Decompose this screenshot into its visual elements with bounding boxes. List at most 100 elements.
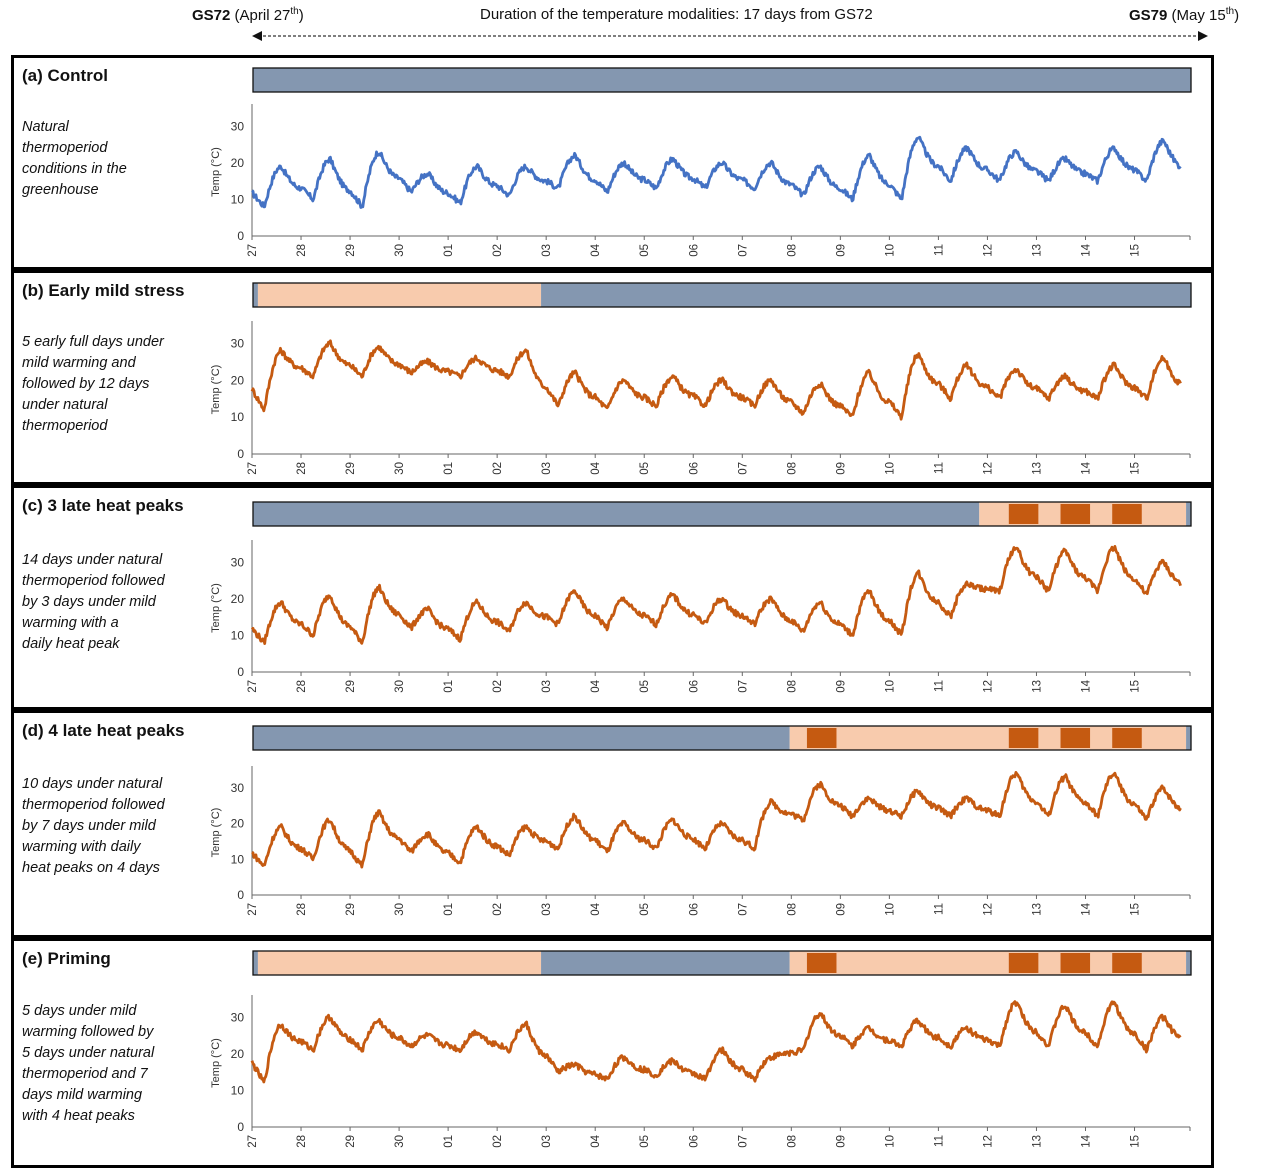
x-tick-label: 09 (835, 680, 847, 693)
schedule-segment-heat-peak (806, 953, 837, 973)
x-tick-label: 13 (1031, 680, 1043, 693)
description-line: thermoperiod and 7 (22, 1066, 148, 1082)
schedule-bar-border (252, 501, 1192, 527)
schedule-segment-heat-peak (1008, 728, 1039, 748)
x-tick-label: 12 (982, 244, 994, 257)
x-tick-label: 27 (247, 680, 259, 693)
end-stage-close: ) (1234, 7, 1240, 24)
x-tick-label: 29 (345, 1135, 357, 1148)
schedule-segment-natural (253, 726, 790, 750)
x-tick-label: 07 (737, 903, 749, 916)
x-tick-label: 07 (737, 680, 749, 693)
x-tick-label: 05 (639, 244, 651, 257)
panel-4-late-heat-peaks: (d) 4 late heat peaks 10 days under natu… (11, 710, 1214, 938)
x-tick-label: 14 (1080, 902, 1092, 915)
x-tick-label: 13 (1031, 1135, 1043, 1148)
x-tick-label: 13 (1031, 244, 1043, 257)
x-tick-label: 30 (394, 462, 406, 475)
schedule-segment-heat-peak (806, 728, 837, 748)
x-tick-label: 15 (1130, 462, 1142, 475)
y-tick-label: 10 (231, 1083, 245, 1097)
schedule-bar (252, 725, 1192, 751)
schedule-segment-heat-peak (1060, 504, 1091, 524)
x-tick-label: 28 (296, 1135, 308, 1148)
start-stage-sup: th (290, 6, 299, 17)
panel-description: 10 days under natural thermoperiod follo… (22, 774, 177, 879)
x-tick-label: 06 (688, 462, 700, 475)
temperature-series-line (251, 135, 1182, 209)
x-tick-label: 04 (590, 902, 602, 915)
duration-label: Duration of the temperature modalities: … (480, 6, 873, 23)
description-line: daily heat peak (22, 636, 120, 652)
x-tick-label: 10 (884, 903, 896, 916)
end-stage-label: GS79 (May 15th) (1129, 6, 1239, 24)
x-tick-label: 09 (835, 462, 847, 475)
description-line: by 7 days under mild (22, 818, 156, 834)
schedule-segment-natural (1186, 502, 1191, 526)
start-stage-date: (April 27 (230, 7, 291, 24)
x-tick-label: 08 (786, 903, 798, 916)
schedule-segment-natural (253, 68, 1191, 92)
x-tick-label: 30 (394, 903, 406, 916)
schedule-bar (252, 950, 1192, 976)
panel-title: (e) Priming (22, 949, 111, 968)
x-tick-label: 28 (296, 680, 308, 693)
x-tick-label: 01 (443, 680, 455, 693)
x-tick-label: 11 (933, 244, 945, 256)
schedule-segment-heat-peak (1112, 504, 1142, 524)
description-line: days mild warming (22, 1087, 143, 1103)
end-stage-date: (May 15 (1167, 7, 1226, 24)
x-tick-label: 04 (590, 461, 602, 474)
description-line: 5 days under mild (22, 1003, 137, 1019)
y-axis-label: Temp (°C) (210, 583, 222, 633)
y-tick-label: 10 (231, 852, 245, 866)
panel-title: (d) 4 late heat peaks (22, 721, 185, 740)
description-line: warming followed by (22, 1024, 154, 1040)
x-tick-label: 29 (345, 680, 357, 693)
x-tick-label: 11 (933, 462, 945, 474)
schedule-segment-heat-peak (1008, 504, 1039, 524)
y-tick-label: 30 (231, 555, 245, 569)
schedule-bar-border (252, 282, 1192, 308)
y-tick-label: 10 (231, 192, 245, 206)
schedule-segment-natural (541, 283, 1191, 307)
panel-description: 5 early full days under mild warming and… (22, 332, 177, 437)
description-line: thermoperiod followed (22, 797, 165, 813)
x-tick-label: 15 (1130, 680, 1142, 693)
y-tick-label: 20 (231, 373, 245, 387)
panel-description: 14 days under natural thermoperiod follo… (22, 550, 177, 655)
schedule-segment-natural (253, 502, 980, 526)
y-axis-label: Temp (°C) (210, 365, 222, 415)
x-tick-label: 28 (296, 244, 308, 257)
x-tick-label: 05 (639, 1135, 651, 1148)
temperature-chart: 0 10 20 30 Temp (°C) 27 28 29 30 01 02 03 04 05 06 07 08… (210, 501, 1192, 693)
x-tick-label: 03 (541, 462, 553, 475)
x-tick-label: 14 (1080, 1134, 1092, 1147)
end-stage-code: GS79 (1129, 7, 1168, 24)
temperature-chart: 0 10 20 30 Temp (°C) 27 28 29 30 01 02 03 04 05 06 07 08… (210, 282, 1192, 475)
x-tick-label: 12 (982, 1135, 994, 1148)
x-tick-label: 13 (1031, 903, 1043, 916)
schedule-bar-border (252, 950, 1192, 976)
description-line: under natural (22, 397, 108, 413)
temperature-chart: 0 10 20 30 Temp (°C) 27 28 29 30 01 02 03 04 05 06 07 08… (210, 67, 1192, 257)
description-line: heat peaks on 4 days (22, 860, 160, 876)
x-tick-label: 02 (492, 1135, 504, 1148)
duration-arrow (252, 31, 1208, 41)
y-tick-label: 0 (237, 665, 244, 679)
x-tick-label: 27 (247, 903, 259, 916)
x-tick-label: 14 (1080, 243, 1092, 256)
panel-early-mild-stress: (b) Early mild stress 5 early full days … (11, 270, 1214, 485)
schedule-bar-border (252, 67, 1192, 93)
start-stage-label: GS72 (April 27th) (192, 6, 304, 24)
description-line: thermoperiod followed (22, 573, 165, 589)
panel-priming: (e) Priming 5 days under mild warming fo… (11, 938, 1214, 1168)
description-line: thermoperiod (22, 140, 108, 156)
x-tick-label: 28 (296, 462, 308, 475)
schedule-segment-natural (253, 283, 258, 307)
description-line: followed by 12 days (22, 376, 150, 392)
panel-title: (a) Control (22, 66, 108, 85)
description-line: Natural (22, 119, 69, 135)
temperature-series-line (250, 339, 1182, 421)
description-line: 5 days under natural (22, 1045, 155, 1061)
